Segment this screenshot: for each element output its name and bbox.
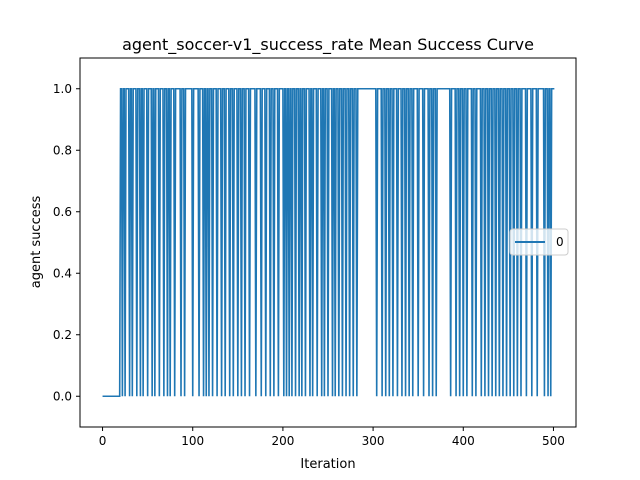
y-tick-label: 0.8 [53, 143, 72, 157]
x-tick-label: 0 [99, 434, 107, 448]
x-tick-label: 200 [271, 434, 294, 448]
axes-frame [79, 57, 577, 428]
y-tick-label: 1.0 [53, 82, 72, 96]
chart-title: agent_soccer-v1_success_rate Mean Succes… [122, 35, 534, 55]
series-layer [102, 87, 555, 398]
legend-entry-0: 0 [556, 235, 564, 249]
y-axis-label: agent success [29, 196, 44, 289]
y-tick-label: 0.4 [53, 266, 72, 280]
x-axis-label: Iteration [300, 457, 355, 472]
y-axis: 0.0 0.2 0.4 0.6 0.8 1.0 [53, 82, 80, 403]
y-tick-label: 0.0 [53, 389, 72, 403]
x-axis: 0 100 200 300 400 500 [99, 427, 565, 448]
plot-area [79, 57, 577, 428]
x-tick-label: 400 [452, 434, 475, 448]
legend: 0 [509, 228, 569, 256]
y-tick-label: 0.2 [53, 328, 72, 342]
x-tick-label: 300 [362, 434, 385, 448]
series-line-0 [102, 87, 555, 398]
y-tick-label: 0.6 [53, 205, 72, 219]
x-tick-label: 100 [181, 434, 204, 448]
x-tick-label: 500 [542, 434, 565, 448]
